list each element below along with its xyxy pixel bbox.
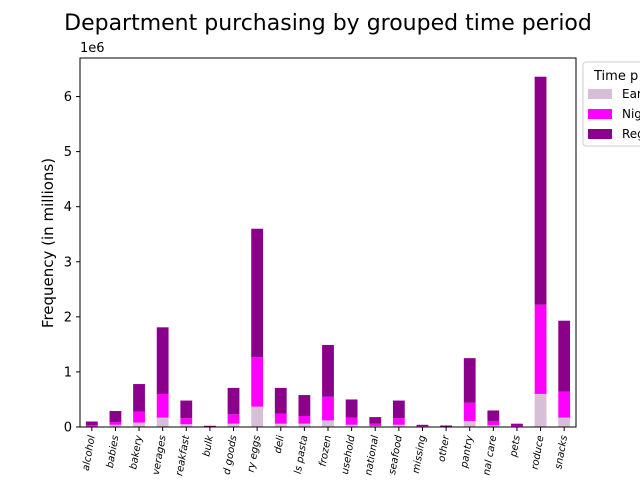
- bar-nig: [109, 422, 122, 425]
- bar-ear: [274, 423, 287, 427]
- bar-reg: [416, 424, 429, 427]
- y-offset-text: 1e6: [80, 41, 105, 56]
- bar-nig: [180, 418, 193, 425]
- legend-box: [582, 61, 640, 147]
- bar-group: [85, 76, 571, 427]
- bar-nig: [558, 391, 571, 418]
- bar-ear: [156, 417, 169, 427]
- legend: Time p Ear Nig Reg: [582, 61, 640, 147]
- legend-label-reg: Reg: [622, 127, 640, 141]
- bar-nig: [85, 425, 98, 427]
- bar-reg: [463, 358, 476, 403]
- bar-nig: [274, 413, 287, 424]
- bar-nig: [251, 357, 264, 407]
- bar-ear: [227, 423, 240, 427]
- bar-nig: [298, 415, 311, 424]
- x-tick-label: bulk: [201, 433, 216, 457]
- bar-ear: [133, 422, 145, 427]
- y-axis: 0 1 2 3 4 5 6: [64, 90, 80, 436]
- bar-reg: [274, 387, 287, 414]
- bar-ear: [109, 424, 122, 427]
- bar-ear: [298, 423, 311, 427]
- bar-reg: [322, 344, 334, 397]
- bar-ear: [345, 424, 358, 427]
- bar-reg: [298, 395, 311, 416]
- bar-reg: [156, 327, 169, 394]
- bar-reg: [133, 384, 145, 412]
- x-axis: alcohol babies bakery verages reakfast bulk d …: [81, 427, 570, 477]
- bar-nig: [534, 304, 547, 394]
- bar-reg: [345, 399, 358, 418]
- bar-nig: [345, 417, 358, 425]
- bar-reg: [180, 400, 193, 419]
- y-tick-label: 3: [64, 255, 72, 270]
- bar-ear: [251, 406, 264, 427]
- bar-nig: [227, 414, 240, 424]
- bar-ear: [180, 424, 193, 427]
- x-tick-label: pets: [508, 435, 523, 459]
- legend-label-ear: Ear: [622, 87, 640, 101]
- chart-title: Department purchasing by grouped time pe…: [64, 11, 592, 36]
- bar-reg: [487, 410, 500, 421]
- bar-ear: [558, 417, 571, 427]
- bar-ear: [534, 393, 547, 427]
- bar-ear: [463, 420, 476, 427]
- bar-reg: [227, 387, 240, 415]
- bar-reg: [204, 425, 216, 427]
- x-tick-label: frozen: [318, 435, 334, 468]
- bar-nig: [511, 425, 523, 427]
- legend-title: Time p: [593, 69, 638, 84]
- bar-nig: [392, 418, 405, 425]
- bar-reg: [85, 421, 98, 426]
- legend-swatch-reg: [588, 129, 612, 139]
- legend-label-nig: Nig: [622, 107, 640, 121]
- y-tick-label: 5: [64, 145, 72, 160]
- bar-nig: [369, 423, 382, 426]
- y-tick-label: 6: [64, 90, 72, 105]
- bar-nig: [133, 411, 145, 423]
- y-axis-label: Frequency (in millions): [39, 158, 57, 328]
- bar-reg: [440, 425, 452, 427]
- bar-reg: [369, 417, 382, 424]
- x-tick-label: other: [437, 434, 453, 463]
- bar-reg: [109, 411, 122, 423]
- bar-ear: [392, 424, 405, 427]
- bar-reg: [534, 76, 547, 305]
- bar-reg: [392, 400, 405, 419]
- y-tick-label: 1: [64, 365, 72, 380]
- plot-frame: [79, 57, 577, 428]
- legend-swatch-nig: [588, 109, 612, 119]
- y-tick-label: 4: [64, 200, 72, 215]
- legend-swatch-ear: [588, 89, 612, 99]
- bar-reg: [251, 228, 264, 358]
- bar-nig: [322, 396, 334, 421]
- bar-ear: [322, 420, 334, 427]
- bar-reg: [558, 320, 571, 392]
- bar-nig: [156, 393, 169, 418]
- x-tick-label: deli: [273, 434, 287, 454]
- bar-nig: [416, 426, 429, 427]
- y-tick-label: 0: [64, 421, 72, 436]
- bar-nig: [463, 402, 476, 421]
- bar-ear: [369, 425, 382, 427]
- bar-reg: [511, 423, 523, 426]
- bar-nig: [487, 420, 500, 426]
- y-tick-label: 2: [64, 310, 72, 325]
- bar-ear: [487, 425, 500, 427]
